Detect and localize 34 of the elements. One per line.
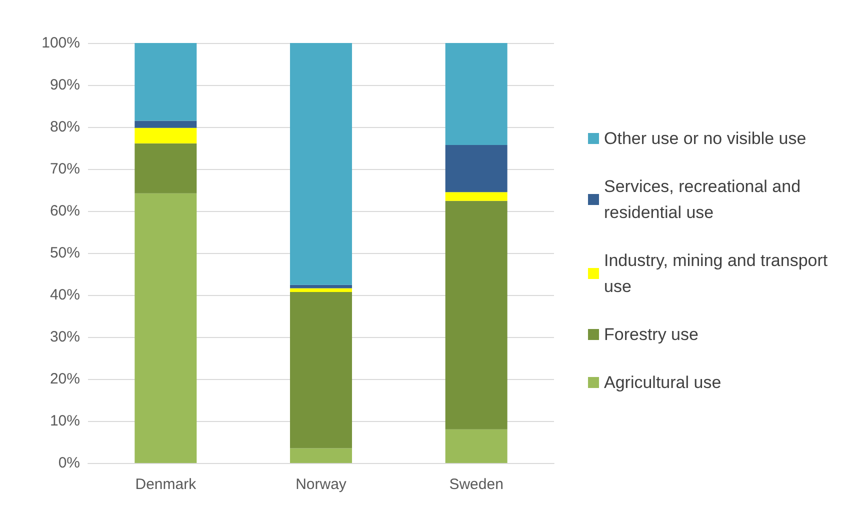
y-tick-label: 80% xyxy=(50,118,80,136)
x-tick-label: Denmark xyxy=(135,476,197,493)
bar xyxy=(290,284,352,288)
bar xyxy=(134,193,197,463)
bar xyxy=(445,43,508,146)
y-tick-label: 60% xyxy=(50,202,80,220)
bar xyxy=(290,292,352,448)
bar xyxy=(290,448,352,463)
legend-label: Forestry use xyxy=(604,325,698,344)
bar xyxy=(134,43,197,121)
y-tick-label: 40% xyxy=(50,286,80,304)
bar xyxy=(290,43,352,285)
y-tick-label: 30% xyxy=(50,328,80,346)
legend-label: Agricultural use xyxy=(604,373,722,392)
bar xyxy=(290,288,352,292)
y-tick-label: 10% xyxy=(50,412,80,430)
y-tick-label: 100% xyxy=(42,34,80,52)
bar xyxy=(445,145,508,192)
bar xyxy=(445,192,508,201)
y-tick-label: 20% xyxy=(50,370,80,388)
bar xyxy=(445,429,508,463)
legend-label: Services, recreational and residential use xyxy=(604,177,806,222)
bar xyxy=(445,200,508,430)
x-tick-label: Norway xyxy=(296,476,347,493)
y-tick-label: 90% xyxy=(50,76,80,94)
y-tick-label: 70% xyxy=(50,160,80,178)
y-tick-label: 50% xyxy=(50,244,80,262)
bar xyxy=(134,128,197,144)
legend-label: Other use or no visible use xyxy=(604,129,806,148)
y-tick-label: 0% xyxy=(58,454,80,472)
x-tick-label: Sweden xyxy=(449,476,504,493)
legend-label: Industry, mining and transport use xyxy=(604,251,832,296)
bar xyxy=(134,120,197,128)
bar xyxy=(134,143,197,194)
